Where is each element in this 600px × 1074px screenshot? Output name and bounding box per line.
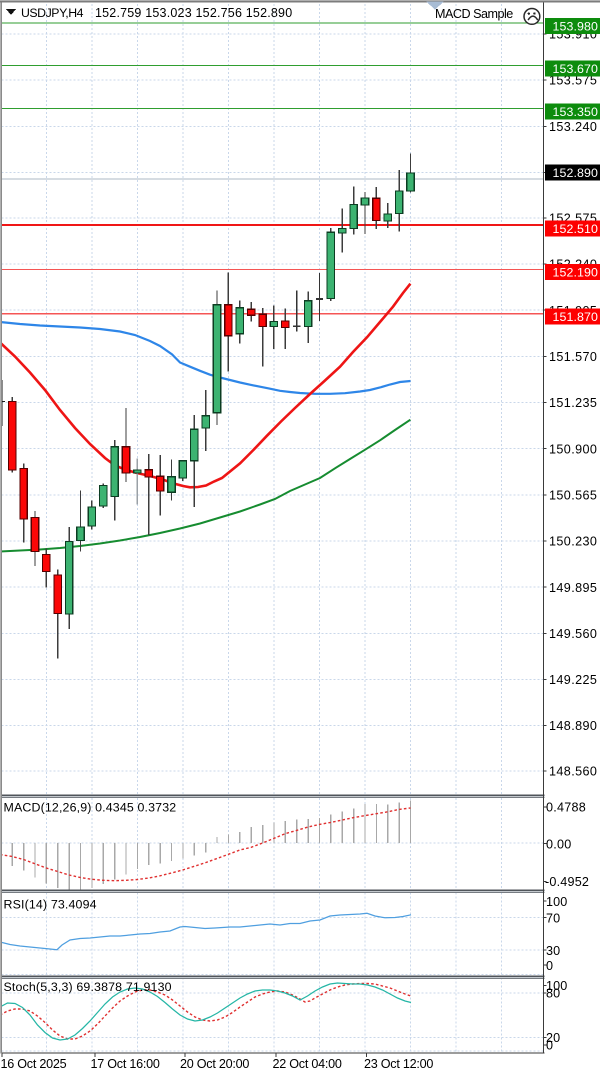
svg-text:151.235: 151.235 — [549, 396, 597, 410]
svg-text:149.560: 149.560 — [549, 627, 597, 641]
svg-text:80: 80 — [546, 987, 560, 1001]
svg-text:20: 20 — [546, 1031, 560, 1045]
svg-text:Stoch(5,3,3) 69.3878 71.9130: Stoch(5,3,3) 69.3878 71.9130 — [4, 980, 172, 994]
svg-text:153.240: 153.240 — [549, 120, 597, 134]
svg-text:152.759 153.023 152.756 152.89: 152.759 153.023 152.756 152.890 — [95, 6, 292, 20]
svg-text:USDJPY,H4: USDJPY,H4 — [21, 6, 84, 20]
svg-text:150.900: 150.900 — [549, 442, 597, 456]
svg-text:150.230: 150.230 — [549, 535, 597, 549]
svg-text:0: 0 — [546, 959, 553, 973]
svg-text:149.225: 149.225 — [549, 673, 597, 687]
svg-text:MACD Sample: MACD Sample — [435, 7, 513, 21]
svg-text:17 Oct 16:00: 17 Oct 16:00 — [91, 1057, 160, 1071]
svg-text:0.4788: 0.4788 — [546, 801, 586, 815]
svg-text:153.670: 153.670 — [553, 62, 599, 76]
svg-text:RSI(14) 73.4094: RSI(14) 73.4094 — [4, 898, 97, 912]
svg-text:152.190: 152.190 — [553, 266, 599, 280]
svg-text:30: 30 — [546, 944, 560, 958]
svg-text:153.980: 153.980 — [553, 20, 599, 34]
svg-text:148.890: 148.890 — [549, 719, 597, 733]
svg-text:-0.4952: -0.4952 — [545, 875, 589, 889]
svg-text:0.00: 0.00 — [546, 837, 572, 851]
svg-text:MACD(12,26,9) 0.4345 0.3732: MACD(12,26,9) 0.4345 0.3732 — [4, 801, 177, 815]
svg-text:153.575: 153.575 — [549, 74, 597, 88]
svg-text:153.350: 153.350 — [553, 105, 599, 119]
svg-text:100: 100 — [546, 895, 567, 909]
svg-text:22 Oct 04:00: 22 Oct 04:00 — [273, 1057, 342, 1071]
svg-text:100: 100 — [546, 979, 567, 993]
svg-text:152.510: 152.510 — [553, 222, 599, 236]
svg-text:149.895: 149.895 — [549, 581, 597, 595]
svg-text:150.565: 150.565 — [549, 488, 597, 502]
svg-text:151.870: 151.870 — [553, 310, 599, 324]
svg-text:70: 70 — [546, 911, 560, 925]
svg-text:148.560: 148.560 — [549, 765, 597, 779]
svg-text:16 Oct 2025: 16 Oct 2025 — [1, 1057, 67, 1071]
svg-text:152.890: 152.890 — [553, 166, 599, 180]
svg-text:23 Oct 12:00: 23 Oct 12:00 — [364, 1057, 433, 1071]
svg-text:20 Oct 20:00: 20 Oct 20:00 — [180, 1057, 249, 1071]
svg-text:151.570: 151.570 — [549, 350, 597, 364]
svg-text:0: 0 — [546, 1039, 553, 1053]
